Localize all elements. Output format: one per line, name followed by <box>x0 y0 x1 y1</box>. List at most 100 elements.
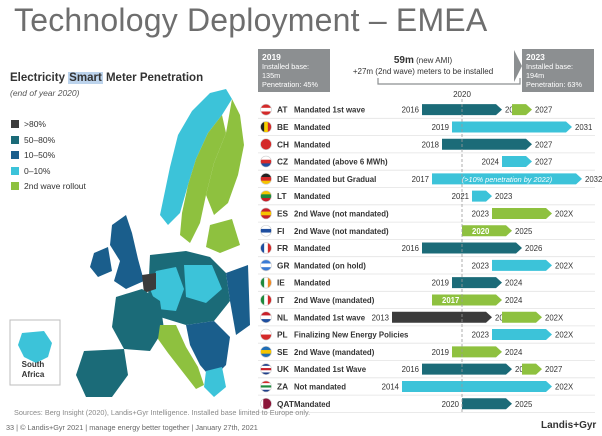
row-description: Mandated (on hold) <box>294 261 366 270</box>
marker-label: 2020 <box>453 90 471 99</box>
flag-stripe <box>260 156 272 161</box>
bar-start-label: 2013 <box>372 313 389 322</box>
legend-item: 2nd wave rollout <box>11 179 86 193</box>
gantt-bar <box>422 363 512 375</box>
country-code: SE <box>277 347 289 357</box>
map-norway <box>160 89 232 225</box>
bar-end-label: 2024 <box>505 279 523 288</box>
flag-be-icon <box>260 121 272 133</box>
legend-swatch <box>11 135 19 144</box>
flag-stripe <box>260 319 272 323</box>
gantt-bar <box>492 259 552 271</box>
map-east <box>226 265 250 335</box>
flag-ie-icon <box>260 276 272 289</box>
flag-stripe <box>260 346 272 351</box>
flag-fi-icon <box>260 224 272 237</box>
header-2023-box: 2023 Installed base: 194m Penetration: 6… <box>522 49 594 92</box>
bar-start-label: 2016 <box>402 365 419 374</box>
bar-start-label: 2019 <box>432 348 449 357</box>
flag-cz-icon <box>260 155 272 168</box>
flag-stripe <box>268 398 272 410</box>
flag-stripe <box>260 372 272 375</box>
bar-end-label: 2024 <box>505 348 523 357</box>
bar-end-label: 202X <box>555 382 574 391</box>
country-code: AT <box>277 105 287 115</box>
brand-logo: Landis+Gyr <box>541 420 597 431</box>
bar-end-label: 202X <box>545 313 564 322</box>
row-description: Mandated <box>294 400 331 409</box>
flag-stripe <box>260 121 265 133</box>
bar-end-label: 2032 <box>585 175 602 184</box>
legend-label: 10–50% <box>24 150 56 160</box>
flag-fr-icon <box>260 242 272 254</box>
gantt-bar <box>522 363 542 375</box>
flag-stripe <box>260 207 272 212</box>
flag-stripe <box>260 294 265 306</box>
bar-end-label: 2027 <box>545 365 562 374</box>
gantt-bar <box>512 104 532 116</box>
header-2019-box: 2019 Installed base: 135m Penetration: 4… <box>258 49 330 92</box>
flag-stripe <box>260 387 272 391</box>
country-code: IT <box>277 295 284 305</box>
row-description: Finalizing New Energy Policies <box>294 331 409 340</box>
flag-stripe <box>260 363 272 367</box>
flag-stripe <box>260 163 272 168</box>
bar-inner-label: 2020 <box>472 227 490 236</box>
country-code: QAT <box>277 399 294 409</box>
legend-label: 0–10% <box>24 165 51 176</box>
row-description: 2nd Wave (mandated) <box>294 348 375 357</box>
bar-start-label: 2024 <box>482 158 500 167</box>
legend-label: 2nd wave rollout <box>24 181 86 191</box>
bar-start-label: 2019 <box>432 123 449 132</box>
flag-pl-icon <box>260 328 272 341</box>
row-description: Mandated <box>294 140 331 149</box>
header-bracket <box>377 78 521 85</box>
row-description: 2nd Wave (mandated) <box>294 296 375 305</box>
gantt-bar <box>452 277 502 289</box>
flag-stripe <box>260 365 272 369</box>
flag-stripe <box>260 242 265 254</box>
flag-stripe <box>260 197 272 202</box>
map-benelux <box>142 273 156 293</box>
bar-end-label: 2027 <box>535 158 552 167</box>
bar-start-label: 2020 <box>442 400 460 409</box>
gantt-bar <box>492 207 552 219</box>
legend-swatch <box>11 166 19 175</box>
row-description: Mandated <box>294 244 331 253</box>
gantt-bar <box>432 173 582 185</box>
legend-item: 10–50% <box>11 148 86 162</box>
flag-it-icon <box>260 294 272 306</box>
row-description: Mandated <box>294 123 331 132</box>
map-title: Electricity Smart Meter Penetration <box>10 72 204 84</box>
map-greece <box>204 367 226 397</box>
flag-lt-icon <box>260 190 272 202</box>
gantt-bar <box>502 156 532 168</box>
map-legend: >80% 50–80% 10–50% 0–10% 2nd wave rollout <box>11 117 86 195</box>
flag-stripe <box>260 389 272 392</box>
flag-gr-icon <box>260 259 272 272</box>
flag-stripe <box>260 104 272 109</box>
bar-end-label: 2025 <box>515 400 533 409</box>
map-sweden <box>180 115 226 243</box>
bar-start-label: 2023 <box>472 331 489 340</box>
flag-stripe <box>260 380 272 384</box>
bar-start-label: 2018 <box>422 140 439 149</box>
flag-stripe <box>267 294 272 306</box>
europe-map <box>9 89 250 397</box>
flag-stripe <box>260 211 272 216</box>
flag-stripe <box>260 190 272 195</box>
country-code: ES <box>277 208 289 218</box>
flag-stripe <box>264 242 269 254</box>
flag-stripe <box>260 111 272 116</box>
flag-se-icon <box>260 346 272 358</box>
page-title: Technology Deployment – EMEA <box>14 2 488 38</box>
flag-stripe <box>267 242 272 254</box>
bar-start-label: 2021 <box>452 192 469 201</box>
flag-stripe <box>260 263 272 268</box>
legend-swatch <box>11 151 19 159</box>
gantt-bar <box>392 311 492 323</box>
map-poland <box>184 265 222 303</box>
flag-stripe <box>260 225 272 230</box>
map-ireland <box>90 247 112 277</box>
bar-end-label: 2026 <box>525 244 542 253</box>
